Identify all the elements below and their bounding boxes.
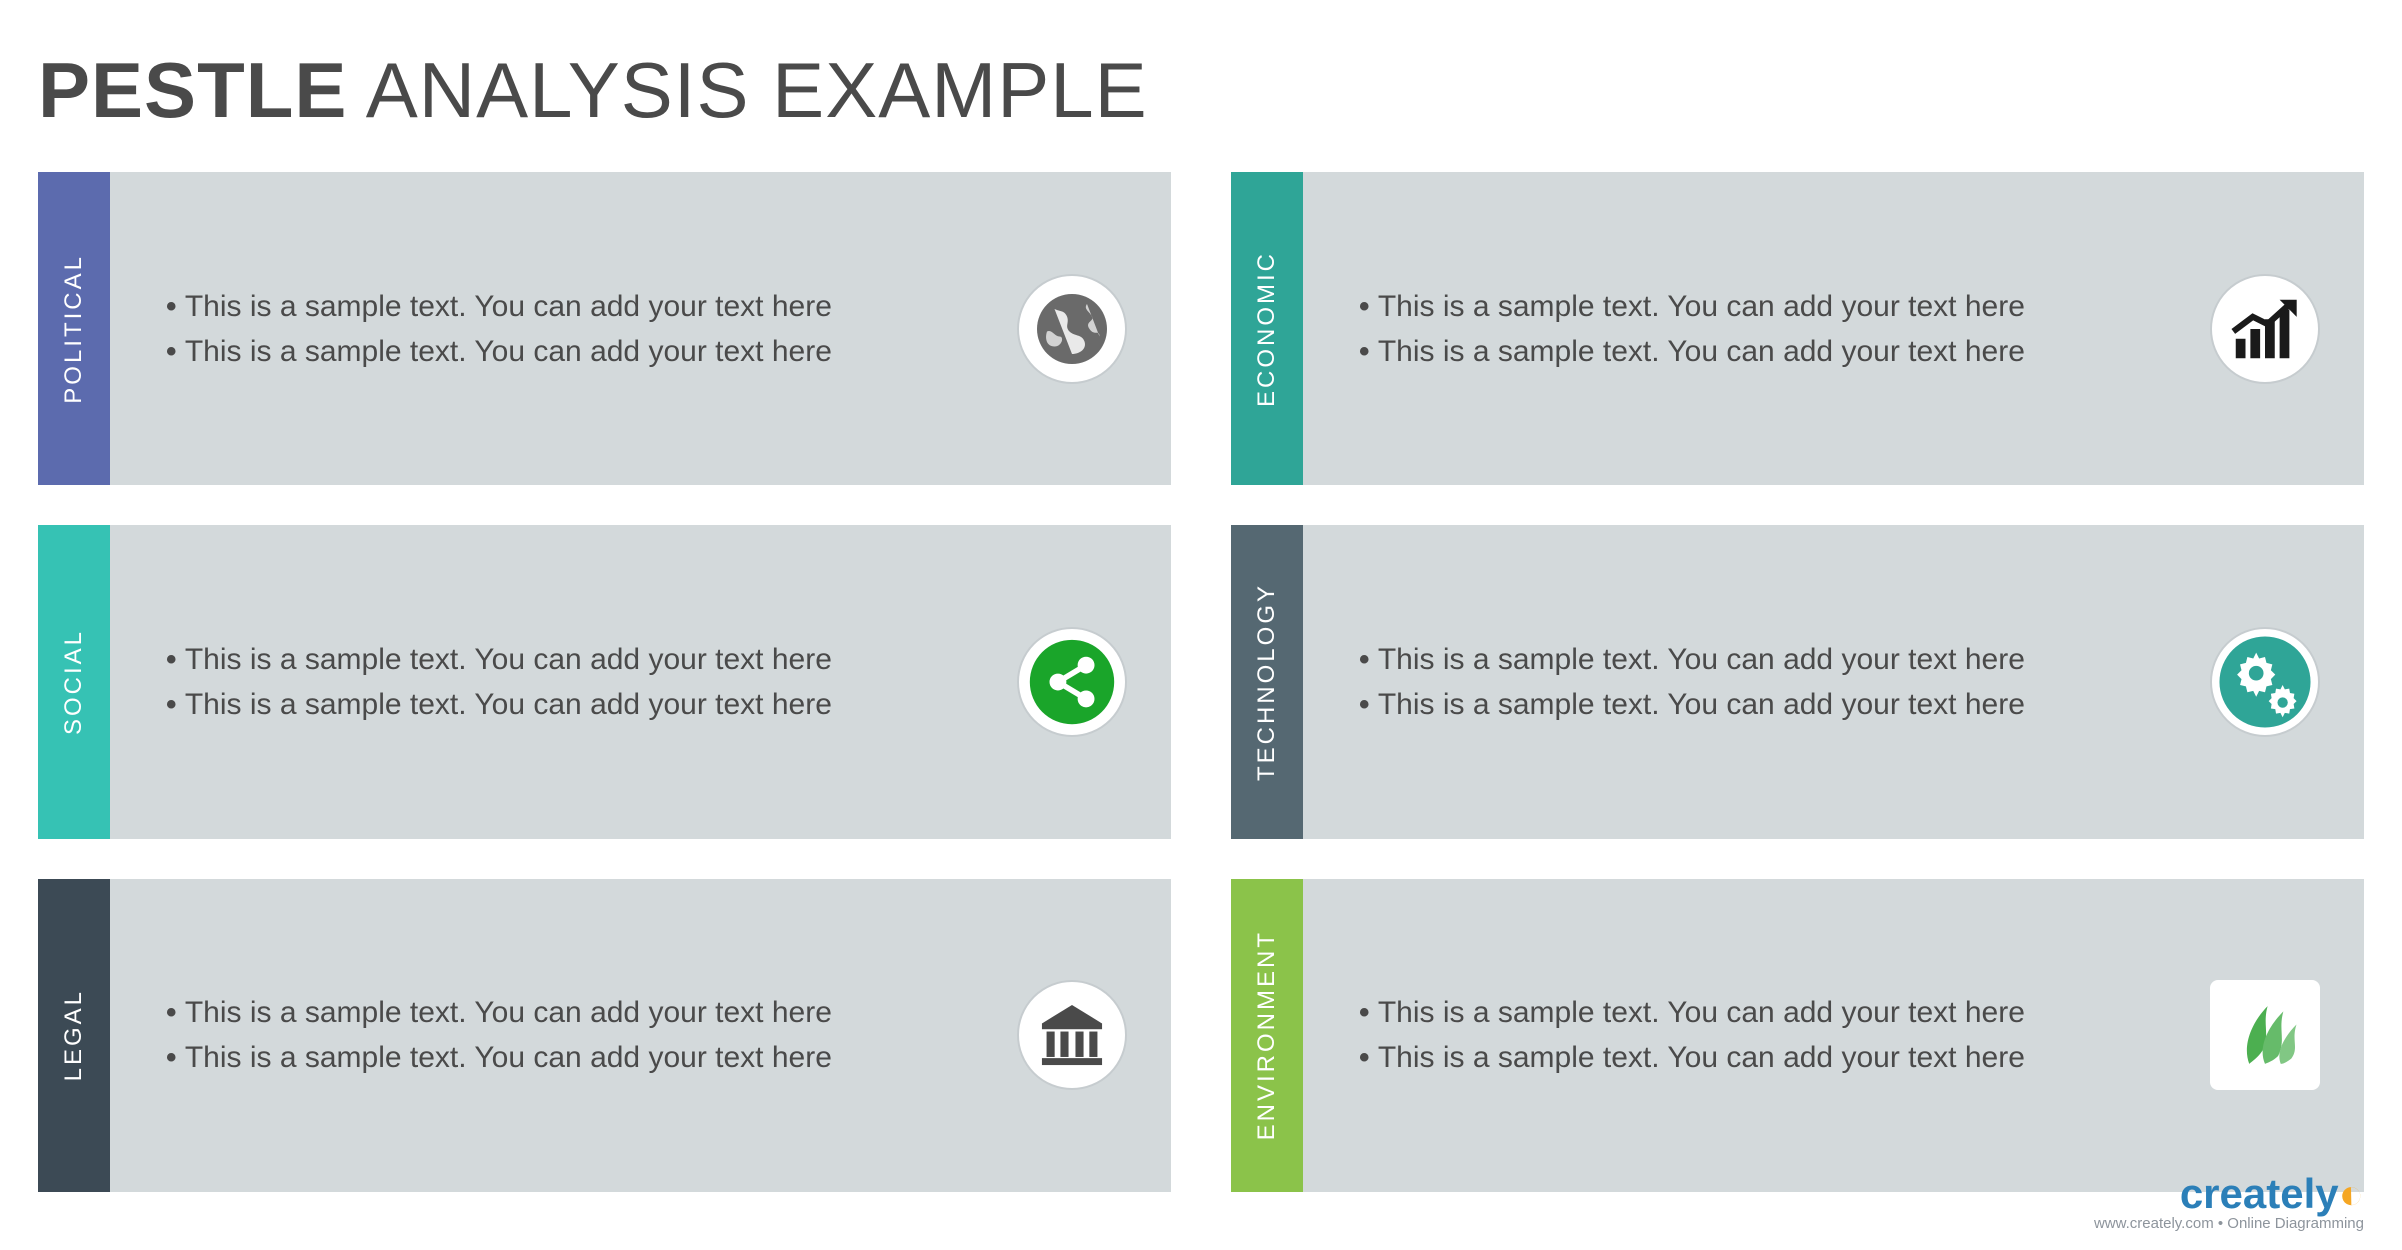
share-icon (1017, 627, 1127, 737)
tab-label: ECONOMIC (1253, 251, 1281, 407)
card-economic: ECONOMIC This is a sample text. You can … (1231, 172, 2364, 485)
bullet-item: This is a sample text. You can add your … (166, 284, 832, 329)
brand-subtext: www.creately.com • Online Diagramming (2094, 1215, 2364, 1232)
institution-icon (1017, 980, 1127, 1090)
bullet-item: This is a sample text. You can add your … (166, 990, 832, 1035)
title-bold: PESTLE (38, 46, 347, 134)
card-political: POLITICAL This is a sample text. You can… (38, 172, 1171, 485)
tab-label: POLITICAL (60, 254, 88, 404)
bullet-list: This is a sample text. You can add your … (166, 637, 832, 727)
bullet-item: This is a sample text. You can add your … (1359, 990, 2025, 1035)
tab-label: ENVIRONMENT (1253, 930, 1281, 1140)
bulb-icon: ◐ (2339, 1170, 2364, 1217)
gears-icon (2210, 627, 2320, 737)
tab-label: TECHNOLOGY (1253, 583, 1281, 781)
tab-political: POLITICAL (38, 172, 110, 485)
tab-label: SOCIAL (60, 629, 88, 735)
page-title: PESTLE ANALYSIS EXAMPLE (38, 45, 2364, 136)
bullet-item: This is a sample text. You can add your … (1359, 329, 2025, 374)
card-body: This is a sample text. You can add your … (110, 525, 1171, 838)
bullet-list: This is a sample text. You can add your … (1359, 284, 2025, 374)
tab-social: SOCIAL (38, 525, 110, 838)
card-body: This is a sample text. You can add your … (110, 172, 1171, 485)
brand-text: creately (2180, 1170, 2339, 1217)
card-technology: TECHNOLOGY This is a sample text. You ca… (1231, 525, 2364, 838)
bullet-list: This is a sample text. You can add your … (1359, 990, 2025, 1080)
bullet-list: This is a sample text. You can add your … (166, 990, 832, 1080)
card-social: SOCIAL This is a sample text. You can ad… (38, 525, 1171, 838)
bullet-item: This is a sample text. You can add your … (1359, 284, 2025, 329)
bullet-item: This is a sample text. You can add your … (166, 637, 832, 682)
globe-icon (1017, 274, 1127, 384)
tab-environment: ENVIRONMENT (1231, 879, 1303, 1192)
bullet-list: This is a sample text. You can add your … (1359, 637, 2025, 727)
tab-economic: ECONOMIC (1231, 172, 1303, 485)
tab-technology: TECHNOLOGY (1231, 525, 1303, 838)
title-rest: ANALYSIS EXAMPLE (347, 46, 1147, 134)
pestle-diagram: PESTLE ANALYSIS EXAMPLE POLITICAL This i… (0, 0, 2402, 1250)
bullet-item: This is a sample text. You can add your … (1359, 682, 2025, 727)
bullet-item: This is a sample text. You can add your … (1359, 637, 2025, 682)
card-body: This is a sample text. You can add your … (110, 879, 1171, 1192)
tab-label: LEGAL (60, 989, 88, 1081)
bullet-item: This is a sample text. You can add your … (166, 329, 832, 374)
footer-branding: creately◐ www.creately.com • Online Diag… (2094, 1173, 2364, 1232)
card-legal: LEGAL This is a sample text. You can add… (38, 879, 1171, 1192)
card-body: This is a sample text. You can add your … (1303, 879, 2364, 1192)
card-body: This is a sample text. You can add your … (1303, 525, 2364, 838)
brand-logo: creately◐ (2094, 1173, 2364, 1215)
bullet-item: This is a sample text. You can add your … (166, 682, 832, 727)
card-body: This is a sample text. You can add your … (1303, 172, 2364, 485)
tab-legal: LEGAL (38, 879, 110, 1192)
card-grid: POLITICAL This is a sample text. You can… (38, 172, 2364, 1192)
bullet-item: This is a sample text. You can add your … (166, 1035, 832, 1080)
bullet-item: This is a sample text. You can add your … (1359, 1035, 2025, 1080)
leaf-icon (2210, 980, 2320, 1090)
growth-icon (2210, 274, 2320, 384)
bullet-list: This is a sample text. You can add your … (166, 284, 832, 374)
card-environment: ENVIRONMENT This is a sample text. You c… (1231, 879, 2364, 1192)
